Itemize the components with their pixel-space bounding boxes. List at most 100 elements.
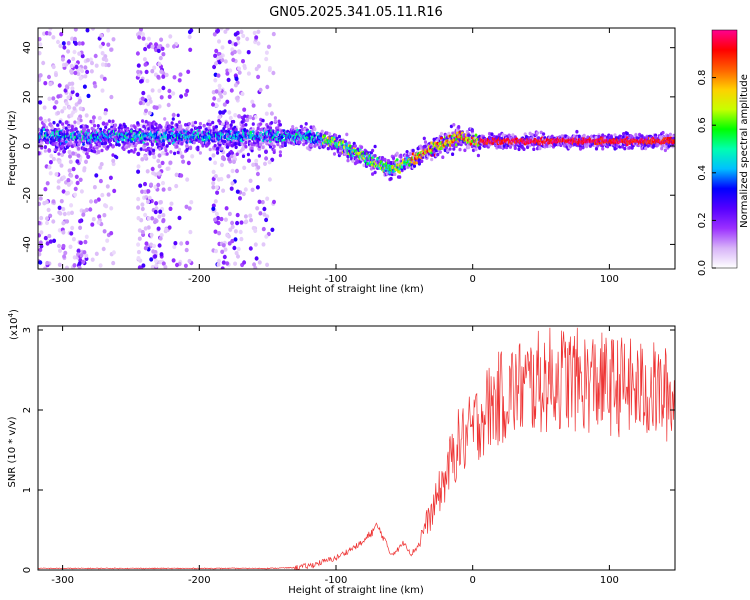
- spectrogram-cell: [111, 158, 116, 163]
- spectrogram-cell: [94, 133, 98, 137]
- spectrogram-cell: [143, 189, 148, 194]
- spectrogram-cell: [105, 238, 110, 243]
- spectrogram-cell: [111, 260, 116, 266]
- spectrogram-cell: [71, 166, 76, 172]
- spectrogram-cell: [161, 180, 165, 186]
- spectrogram-cell: [224, 129, 228, 133]
- spectrogram-cell: [613, 133, 617, 137]
- spectrogram-cell: [106, 28, 111, 33]
- spectrogram-cell: [228, 143, 232, 147]
- spectrogram-cell: [140, 96, 145, 101]
- spectrogram-cell: [88, 148, 92, 152]
- spectrogram-cell: [121, 138, 125, 142]
- spectrogram-cell: [184, 92, 188, 97]
- spectrogram-cell: [277, 119, 281, 124]
- spectrogram-cell: [360, 145, 364, 149]
- spectrogram-cell: [508, 145, 512, 149]
- spectrogram-cell: [161, 151, 165, 156]
- spectrogram-cell: [232, 245, 237, 251]
- spectrogram-cell: [151, 170, 156, 176]
- spectrogram-cell: [263, 161, 267, 166]
- spectrogram-cell: [158, 200, 163, 205]
- spectrogram-cell: [43, 118, 48, 124]
- spectrogram-cell: [146, 36, 151, 41]
- spectrogram-cell: [176, 113, 180, 118]
- spectrogram-cell: [211, 120, 215, 125]
- spectrogram-cell: [313, 144, 317, 148]
- spectrogram-cell: [239, 149, 243, 153]
- spectrogram-cell: [261, 226, 266, 232]
- spectrogram-cell: [165, 43, 170, 48]
- spectrogram-cell: [594, 146, 599, 151]
- spectrogram-cell: [48, 160, 53, 165]
- spectrogram-cell: [181, 159, 186, 164]
- spectrogram-cell: [235, 189, 240, 194]
- spectrogram-cell: [48, 81, 53, 87]
- spectrogram-cell: [213, 229, 218, 234]
- spectrogram-cell: [67, 105, 72, 110]
- spectrogram-cell: [168, 160, 173, 165]
- spectrogram-cell: [443, 148, 447, 153]
- spectrogram-cell: [64, 62, 69, 67]
- spectrogram-cell: [57, 152, 61, 156]
- spectrogram-cell: [250, 148, 254, 153]
- spectrogram-cell: [111, 250, 116, 255]
- spectrogram-cell: [38, 151, 41, 156]
- spectrogram-cell: [43, 149, 48, 153]
- spectrogram-cell: [207, 141, 211, 145]
- spectrogram-cell: [258, 211, 263, 216]
- spectrogram-cell: [69, 63, 74, 69]
- spectrogram-cell: [223, 124, 227, 129]
- spectrogram-cell: [214, 48, 219, 54]
- spectrogram-cell: [184, 204, 189, 209]
- spectrogram-cell: [150, 264, 155, 269]
- spectrogram-cell: [122, 147, 126, 151]
- spectrogram-cell: [73, 41, 78, 46]
- spectrogram-cell: [225, 99, 230, 105]
- spectrogram-cell: [276, 126, 280, 130]
- spectrogram-cell: [38, 74, 42, 79]
- spectrogram-cell: [230, 143, 234, 148]
- spectrogram-cell: [373, 170, 377, 175]
- spectrogram-cell: [143, 154, 148, 159]
- spectrogram-cell: [38, 51, 42, 56]
- spectrogram-cell: [228, 68, 233, 73]
- spectrogram-cell: [45, 220, 49, 226]
- spectrogram-cell: [164, 72, 169, 78]
- spectrogram-cell: [164, 227, 169, 232]
- spectrogram-cell: [229, 154, 234, 159]
- spectrogram-cell: [283, 141, 287, 146]
- spectrogram-cell: [91, 119, 95, 123]
- spectrogram-cell: [167, 88, 172, 94]
- spectrogram-cell: [129, 149, 134, 153]
- spectrogram-cell: [227, 157, 232, 162]
- spectrogram-cell: [92, 185, 97, 190]
- spectrogram-cell: [216, 215, 221, 221]
- spectrogram-cell: [97, 214, 102, 219]
- spectrogram-cell: [239, 236, 244, 242]
- spectrogram-cell: [335, 136, 339, 141]
- spectrogram-cell: [167, 94, 172, 100]
- spectrogram-cell: [158, 209, 163, 214]
- spectrogram-cell: [156, 48, 161, 53]
- spectrogram-cell: [157, 61, 162, 67]
- spectrogram-cell: [91, 28, 95, 31]
- spectrogram-cell: [139, 79, 143, 84]
- spectrogram-cell: [67, 168, 72, 173]
- spectrogram-cell: [104, 141, 108, 145]
- spectrogram-cell: [136, 196, 141, 202]
- spectrogram-cell: [227, 211, 232, 217]
- spectrogram-cell: [225, 124, 230, 129]
- spectrogram-cell: [248, 246, 253, 251]
- spectrogram-cell: [100, 88, 105, 93]
- spectrogram-cell: [61, 122, 65, 126]
- spectrogram-cell: [99, 127, 103, 131]
- spectrogram-cell: [229, 186, 234, 191]
- spectrogram-cell: [246, 152, 250, 157]
- spectrogram-cell: [230, 220, 235, 226]
- spectrogram-cell: [96, 220, 101, 225]
- spectrogram-cell: [241, 154, 246, 158]
- spectrogram-cell: [163, 117, 167, 121]
- spectrogram-cell: [86, 154, 91, 159]
- spectrogram-cells: [38, 28, 675, 269]
